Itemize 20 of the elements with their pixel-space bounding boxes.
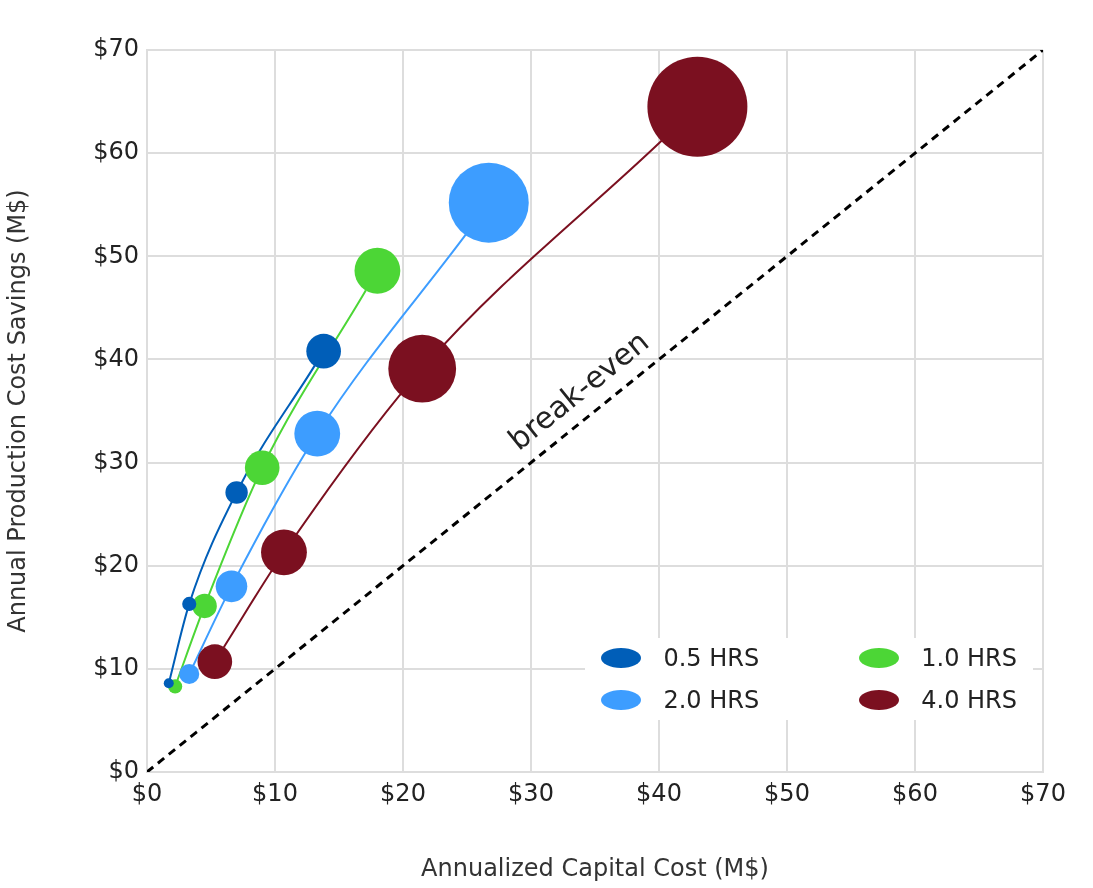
y-tick-label: $20 — [93, 549, 139, 578]
x-tick-label: $50 — [764, 778, 810, 807]
legend-label: 1.0 HRS — [921, 644, 1017, 672]
y-tick-label: $70 — [93, 34, 139, 63]
legend-label: 4.0 HRS — [921, 686, 1017, 714]
y-tick-label: $10 — [93, 653, 139, 682]
legend-label: 0.5 HRS — [663, 644, 760, 672]
x-tick-label: $30 — [508, 778, 554, 807]
x-tick-label: $40 — [636, 778, 682, 807]
x-tick-label: $20 — [380, 778, 426, 807]
x-tick-label: $60 — [892, 778, 938, 807]
y-tick-label: $40 — [93, 343, 139, 372]
y-tick-label: $50 — [93, 240, 139, 269]
y-tick-label: $30 — [93, 446, 139, 475]
x-tick-label: $70 — [1020, 778, 1066, 807]
y-tick-label: $60 — [93, 137, 139, 166]
y-axis-title: Annual Production Cost Savings (M$) — [2, 189, 31, 633]
x-axis-title: Annualized Capital Cost (M$) — [421, 853, 769, 882]
legend-label: 2.0 HRS — [663, 686, 760, 714]
x-tick-label: $10 — [252, 778, 298, 807]
